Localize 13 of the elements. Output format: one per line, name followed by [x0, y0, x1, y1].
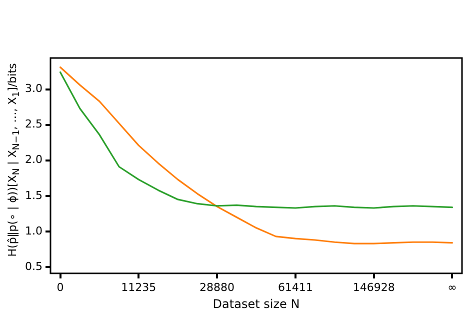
y-tick-label: 1.5 — [24, 188, 42, 202]
x-tick-label: 146928 — [352, 280, 395, 294]
x-axis-title: Dataset size N — [212, 296, 300, 311]
x-tick-label: 11235 — [121, 280, 156, 294]
y-tick-label: 1.0 — [24, 224, 42, 238]
y-tick-label: 2.0 — [24, 153, 42, 166]
x-tick-label: 0 — [56, 280, 64, 294]
x-tick-label: ∞ — [448, 280, 457, 294]
y-tick-label: 0.5 — [24, 260, 42, 273]
x-tick-label: 28880 — [200, 280, 235, 294]
y-tick-label: 3.0 — [24, 82, 42, 96]
y-tick-label: 2.5 — [24, 118, 42, 131]
x-tick-label: 61411 — [278, 280, 313, 294]
